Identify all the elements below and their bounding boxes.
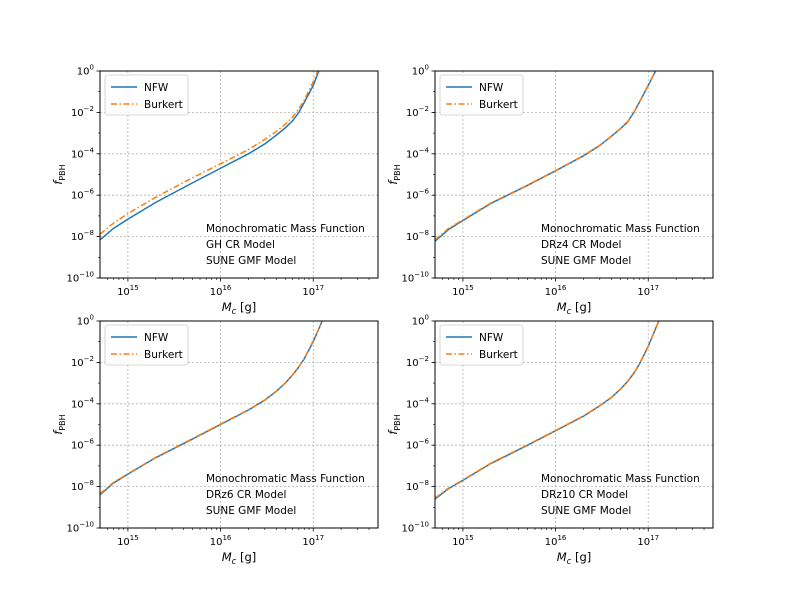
y-tick-label: 10−2 (406, 355, 429, 369)
annotation-line: DRz6 CR Model (206, 489, 286, 501)
subplot-3: 1015 1016 1017 10−10 10−8 10−6 10−4 10−2 100 Mc [… (51, 314, 379, 567)
y-tick-label: 10−4 (406, 396, 430, 410)
series-line-burkert (435, 321, 660, 499)
legend-box (439, 74, 524, 116)
x-tick-label: 1016 (210, 284, 232, 298)
series-line-nfw (100, 71, 320, 241)
x-tick-label: 1017 (302, 284, 324, 298)
y-tick-label: 10−6 (406, 438, 430, 452)
x-tick-label: 1016 (545, 284, 567, 298)
x-tick-label: 1017 (637, 284, 659, 298)
y-tick-label: 10−8 (406, 479, 429, 493)
annotation-line: Monochromatic Mass Function (206, 473, 365, 485)
x-tick-label: 1017 (637, 534, 659, 548)
annotation-line: SUNE GMF Model (206, 255, 296, 267)
annotation-line: Monochromatic Mass Function (206, 223, 365, 235)
x-tick-label: 1016 (210, 534, 232, 548)
y-tick-label: 100 (77, 314, 94, 328)
y-tick-label: 10−6 (71, 188, 95, 202)
legend-box (104, 324, 189, 366)
y-tick-label: 10−8 (71, 479, 94, 493)
legend: NFW Burkert (439, 324, 524, 366)
series-line-burkert (435, 71, 657, 241)
y-tick-label: 10−6 (406, 188, 430, 202)
x-tick-label: 1016 (545, 534, 567, 548)
annotation-line: Monochromatic Mass Function (541, 223, 700, 235)
x-axis-label: Mc [g] (222, 300, 257, 317)
annotation-line: SUNE GMF Model (541, 255, 631, 267)
legend-box (104, 74, 189, 116)
series-line-burkert (100, 71, 319, 235)
y-axis-label: fPBH (386, 414, 402, 434)
subplot-1: 1015 1016 1017 10−10 10−8 10−6 10−4 10−2 100 Mc [… (51, 64, 379, 317)
y-tick-label: 100 (412, 64, 429, 78)
legend-label-burkert: Burkert (144, 349, 183, 361)
legend: NFW Burkert (439, 74, 524, 116)
annotation-line: Monochromatic Mass Function (541, 473, 700, 485)
x-tick-label: 1015 (452, 284, 474, 298)
y-axis-label: fPBH (51, 414, 67, 434)
subplot-2: 1015 1016 1017 10−10 10−8 10−6 10−4 10−2 100 Mc [… (386, 64, 714, 317)
y-tick-label: 10−4 (71, 396, 95, 410)
y-tick-label: 10−8 (71, 229, 94, 243)
legend-label-burkert: Burkert (144, 99, 183, 111)
legend: NFW Burkert (104, 74, 189, 116)
y-tick-label: 10−10 (401, 271, 429, 285)
x-tick-label: 1015 (452, 534, 474, 548)
x-tick-label: 1017 (302, 534, 324, 548)
legend-label-burkert: Burkert (479, 349, 518, 361)
legend: NFW Burkert (104, 324, 189, 366)
series-line-burkert (100, 321, 323, 495)
y-tick-label: 10−10 (66, 271, 94, 285)
legend-label-nfw: NFW (479, 82, 504, 94)
y-tick-label: 100 (412, 314, 429, 328)
x-axis-label: Mc [g] (222, 550, 257, 567)
y-tick-label: 10−10 (66, 521, 94, 535)
y-tick-label: 10−4 (406, 146, 430, 160)
legend-label-nfw: NFW (144, 82, 169, 94)
y-axis-label: fPBH (386, 164, 402, 184)
y-tick-label: 10−4 (71, 146, 95, 160)
y-tick-label: 10−2 (71, 105, 94, 119)
annotation-line: SUNE GMF Model (541, 505, 631, 517)
annotation-line: DRz4 CR Model (541, 239, 621, 251)
annotation-line: DRz10 CR Model (541, 489, 628, 501)
annotation-line: SUNE GMF Model (206, 505, 296, 517)
annotation-line: GH CR Model (206, 239, 275, 251)
y-axis-label: fPBH (51, 164, 67, 184)
y-tick-label: 100 (77, 64, 94, 78)
x-tick-label: 1015 (117, 284, 139, 298)
x-axis-label: Mc [g] (557, 300, 592, 317)
legend-label-nfw: NFW (144, 332, 169, 344)
legend-label-burkert: Burkert (479, 99, 518, 111)
x-axis-label: Mc [g] (557, 550, 592, 567)
subplot-4: 1015 1016 1017 10−10 10−8 10−6 10−4 10−2 100 Mc [… (386, 314, 714, 567)
y-tick-label: 10−2 (71, 355, 94, 369)
legend-box (439, 324, 524, 366)
legend-label-nfw: NFW (479, 332, 504, 344)
y-tick-label: 10−8 (406, 229, 429, 243)
y-tick-label: 10−2 (406, 105, 429, 119)
x-tick-label: 1015 (117, 534, 139, 548)
y-tick-label: 10−6 (71, 438, 95, 452)
y-tick-label: 10−10 (401, 521, 429, 535)
